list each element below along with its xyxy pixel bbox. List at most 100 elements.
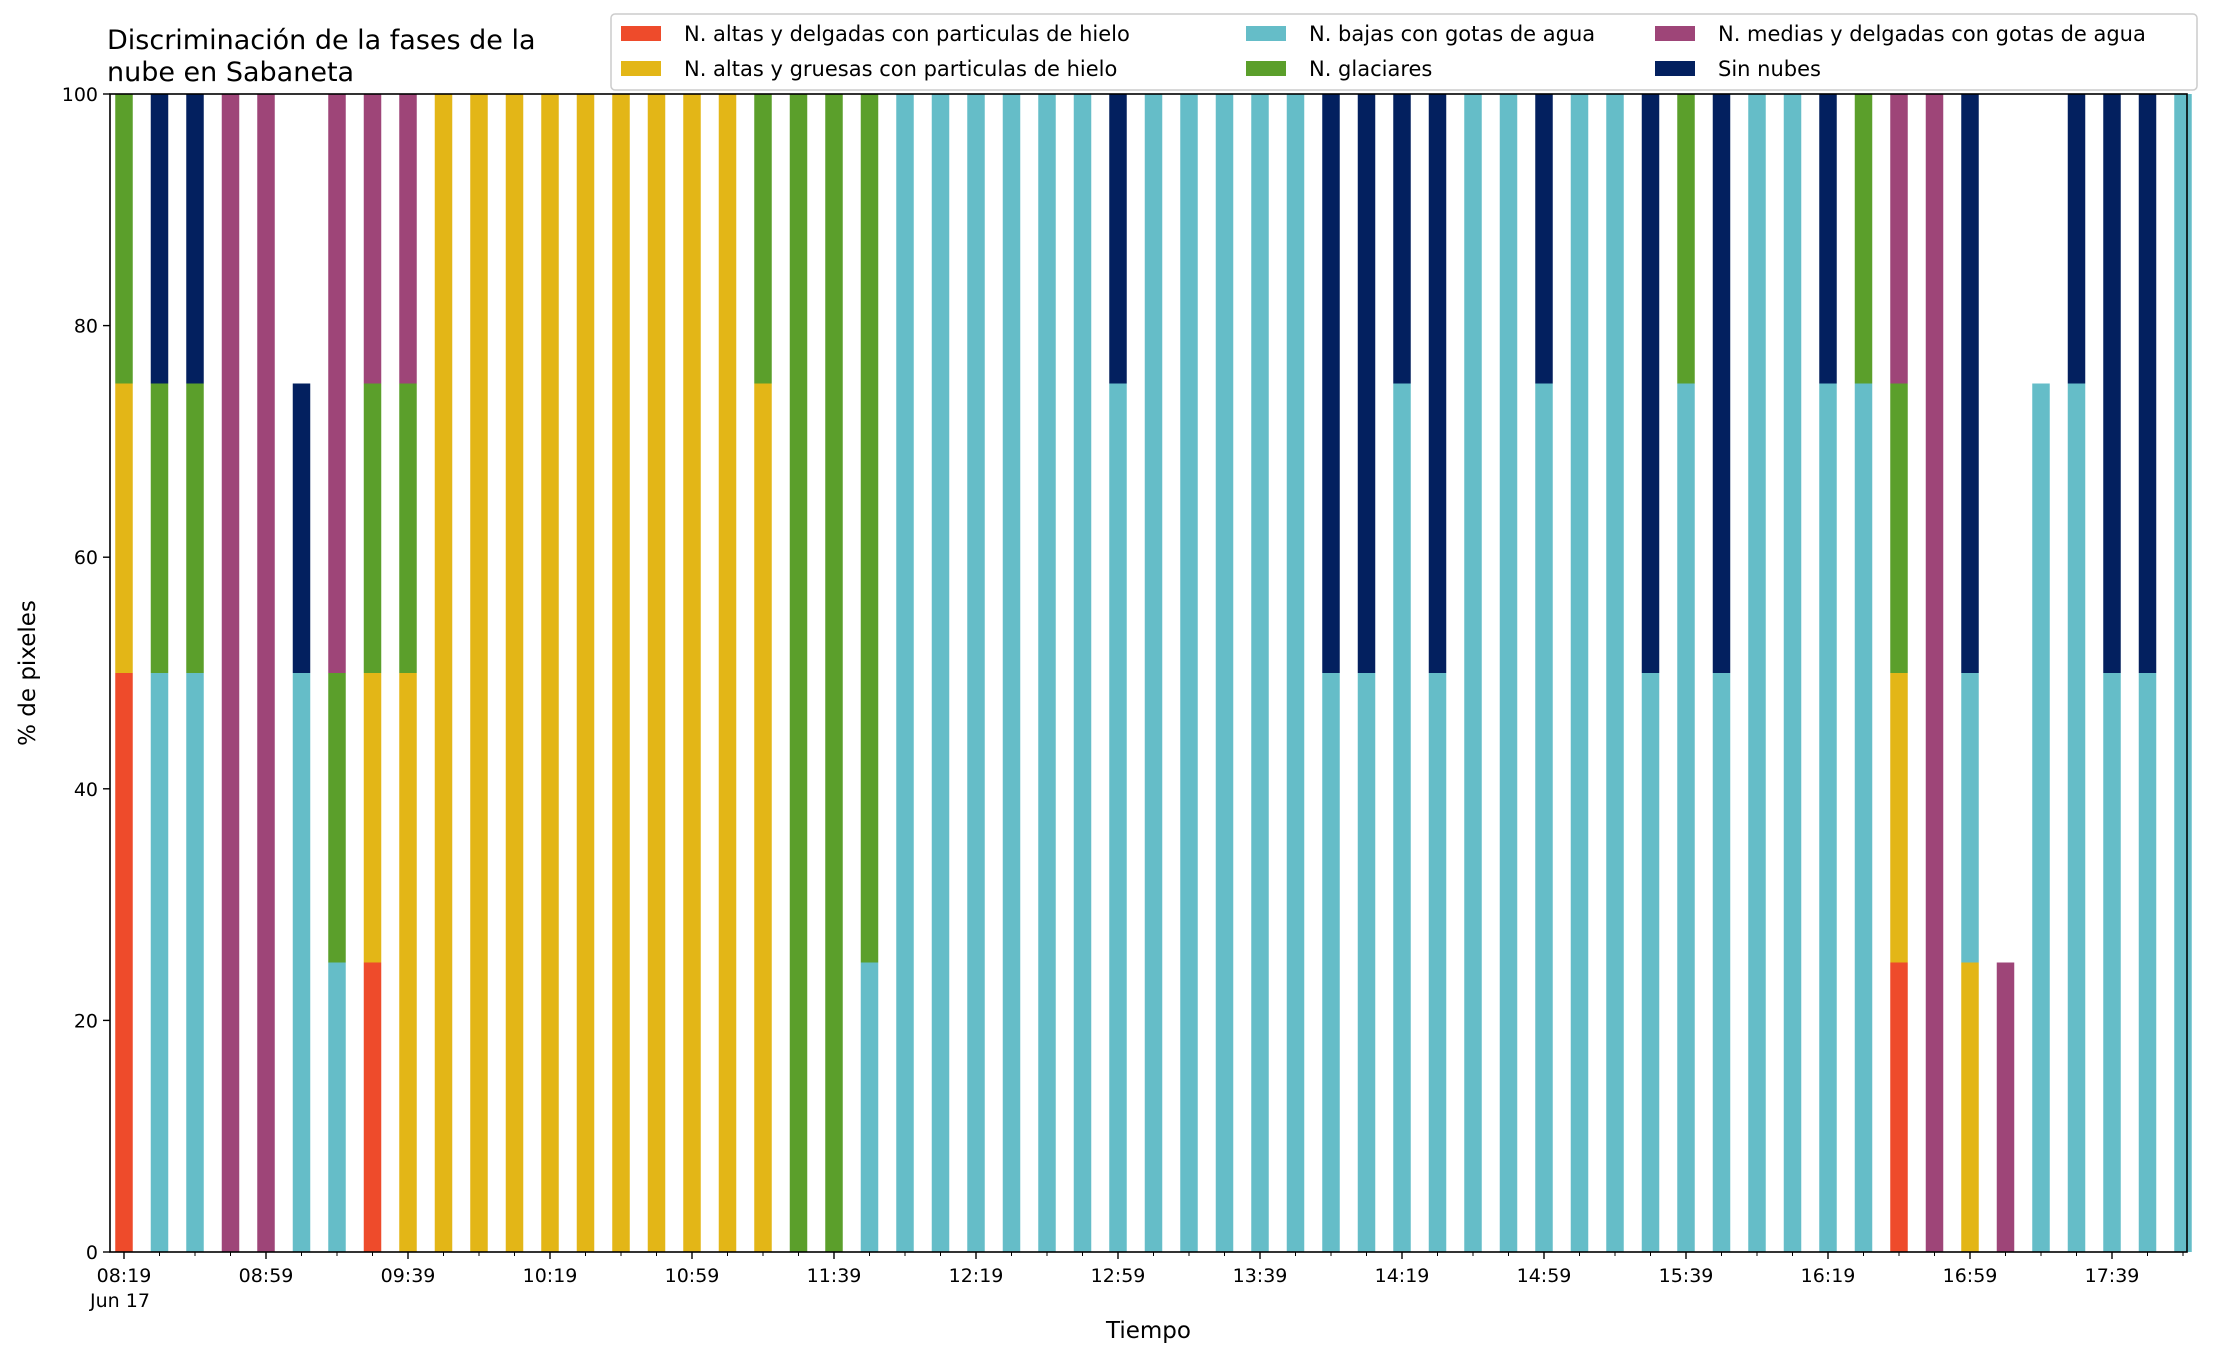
bar-segment-3-20 (825, 94, 843, 1252)
bar-segment-4-4 (257, 94, 275, 1252)
bar-segment-2-57 (2138, 673, 2157, 1252)
bar-segment-1-7 (363, 673, 382, 963)
y-tick-label-40: 40 (74, 779, 98, 801)
bar-segment-2-39 (1499, 94, 1518, 1252)
bar-segment-3-44 (1677, 94, 1695, 384)
bar-segment-3-7 (363, 383, 382, 673)
bar-segment-2-54 (2032, 383, 2050, 1252)
bar-segment-4-50 (1890, 94, 1908, 384)
legend-swatch-1 (621, 61, 661, 76)
chart-title-line-1: Discriminación de la fases de la (107, 25, 536, 56)
x-tick-label-4: 10:59 (665, 1265, 720, 1287)
plot-frame (109, 93, 2188, 1253)
bar-segment-1-52 (1961, 962, 1979, 1252)
x-tick-label-6: 12:19 (949, 1265, 1004, 1287)
bar-segment-2-25 (1002, 94, 1021, 1252)
y-tick-label-60: 60 (74, 547, 98, 569)
bar-segment-4-6 (328, 94, 346, 673)
bar-segment-2-35 (1357, 673, 1376, 1252)
bar-segment-3-6 (328, 673, 346, 963)
x-tick-label-0: 08:19 (97, 1265, 152, 1287)
bar-segment-4-7 (363, 94, 382, 384)
x-tick-label-14: 17:39 (2085, 1265, 2140, 1287)
bar-segment-2-6 (328, 962, 346, 1252)
x-tick-label-2: 09:39 (381, 1265, 436, 1287)
bar-segment-2-47 (1783, 94, 1802, 1252)
axes: 0 20 40 60 80 100 08:19 08:59 09:39 10:19 10:59 11:… (15, 84, 2188, 1344)
bar-segment-2-23 (931, 94, 950, 1252)
chart-title-line-2: nube en Sabaneta (107, 57, 354, 88)
bar-segment-1-13 (576, 94, 595, 1252)
x-date-label: Jun 17 (89, 1290, 150, 1312)
bar-segment-2-1 (150, 673, 169, 1252)
x-tick-label-12: 16:19 (1801, 1265, 1856, 1287)
bar-segment-1-11 (505, 94, 524, 1252)
bar-segment-2-44 (1677, 383, 1695, 1252)
x-tick-label-10: 14:59 (1517, 1265, 1572, 1287)
bar-segment-1-8 (399, 673, 417, 1252)
legend-label-3: N. glaciares (1309, 57, 1432, 81)
bar-segment-2-21 (860, 962, 879, 1252)
x-tick-label-13: 16:59 (1943, 1265, 1998, 1287)
bar-segment-4-3 (221, 94, 240, 1252)
legend-label-0: N. altas y delgadas con particulas de hi… (684, 22, 1130, 46)
bar-segment-5-37 (1428, 94, 1447, 673)
y-tick-label-100: 100 (62, 84, 98, 106)
y-axis-label: % de pixeles (15, 600, 41, 746)
bar-segment-2-56 (2103, 673, 2121, 1252)
y-tick-label-0: 0 (86, 1242, 98, 1264)
bar-segment-5-1 (150, 94, 169, 384)
bar-segment-4-51 (1925, 94, 1944, 1252)
bar-segment-3-21 (860, 94, 879, 963)
bar-segment-2-5 (292, 673, 311, 1252)
bar-segment-1-0 (115, 383, 133, 673)
bar-segment-3-8 (399, 383, 417, 673)
bar-segment-3-1 (150, 383, 169, 673)
bar-segment-1-17 (718, 94, 737, 1252)
bar-segment-0-50 (1890, 962, 1908, 1252)
bar-segment-5-40 (1535, 94, 1553, 384)
bar-segment-5-55 (2067, 94, 2086, 384)
bar-segment-2-45 (1712, 673, 1731, 1252)
y-tick-label-20: 20 (74, 1010, 98, 1032)
bar-segment-2-26 (1038, 94, 1056, 1252)
bar-segment-5-34 (1322, 94, 1340, 673)
bar-segment-4-53 (1996, 962, 2015, 1252)
legend[interactable]: N. altas y delgadas con particulas de hi… (610, 13, 2198, 91)
bar-segment-0-7 (363, 962, 382, 1252)
bar-segment-1-12 (541, 94, 559, 1252)
bar-segment-0-0 (115, 673, 133, 1252)
bar-segment-5-56 (2103, 94, 2121, 673)
bar-segment-2-30 (1180, 94, 1198, 1252)
bar-segment-1-9 (434, 94, 453, 1252)
legend-swatch-4 (1655, 26, 1695, 41)
bar-segment-2-29 (1144, 94, 1163, 1252)
bar-segment-5-36 (1393, 94, 1411, 384)
bar-segment-3-49 (1854, 94, 1873, 384)
bar-segment-2-34 (1322, 673, 1340, 1252)
legend-label-1: N. altas y gruesas con particulas de hie… (684, 57, 1117, 81)
bar-segment-4-8 (399, 94, 417, 384)
bar-segment-2-32 (1251, 94, 1269, 1252)
bar-segment-2-37 (1428, 673, 1447, 1252)
bar-segment-5-2 (186, 94, 204, 384)
bar-segment-2-36 (1393, 383, 1411, 1252)
x-tick-label-8: 13:39 (1233, 1265, 1288, 1287)
bar-segment-5-35 (1357, 94, 1376, 673)
bars (115, 94, 2192, 1252)
bar-segment-2-2 (186, 673, 204, 1252)
bar-segment-5-48 (1819, 94, 1837, 384)
x-axis-label: Tiempo (1105, 1318, 1191, 1344)
bar-segment-5-45 (1712, 94, 1731, 673)
bar-segment-2-22 (896, 94, 914, 1252)
bar-segment-1-10 (470, 94, 488, 1252)
legend-swatch-2 (1246, 26, 1286, 41)
bar-segment-2-41 (1570, 94, 1589, 1252)
x-tick-label-1: 08:59 (239, 1265, 294, 1287)
bar-segment-5-5 (292, 383, 311, 673)
bar-segment-2-38 (1464, 94, 1482, 1252)
bar-segment-2-40 (1535, 383, 1553, 1252)
bar-segment-5-43 (1641, 94, 1660, 673)
